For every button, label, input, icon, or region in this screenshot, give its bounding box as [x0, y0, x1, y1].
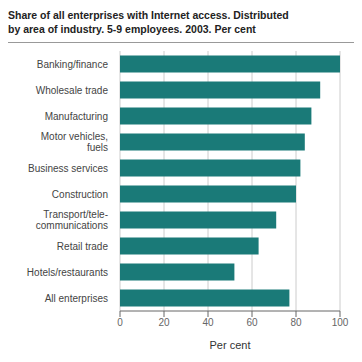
svg-text:Hotels/restaurants: Hotels/restaurants [27, 267, 108, 278]
svg-text:100: 100 [332, 317, 349, 328]
svg-text:20: 20 [158, 317, 170, 328]
html-text:Share of all enterprises with: Share of all enterprises with Internet a… [8, 9, 289, 35]
svg-text:Retail trade: Retail trade [57, 241, 109, 252]
svg-text:Banking/finance: Banking/finance [37, 59, 109, 70]
svg-text:60: 60 [246, 317, 258, 328]
svg-text:Construction: Construction [52, 189, 108, 200]
svg-text:Business services: Business services [28, 163, 108, 174]
svg-text:Per cent: Per cent [210, 339, 251, 351]
svg-text:0: 0 [117, 317, 123, 328]
svg-text:Manufacturing: Manufacturing [45, 111, 108, 122]
svg-text:Transport/tele-communications: Transport/tele-communications [36, 209, 108, 231]
svg-text:Wholesale trade: Wholesale trade [36, 85, 109, 96]
svg-text:80: 80 [290, 317, 302, 328]
svg-text:Motor vehicles,fuels: Motor vehicles,fuels [41, 131, 108, 153]
svg-text:40: 40 [202, 317, 214, 328]
svg-text:All enterprises: All enterprises [45, 293, 108, 304]
